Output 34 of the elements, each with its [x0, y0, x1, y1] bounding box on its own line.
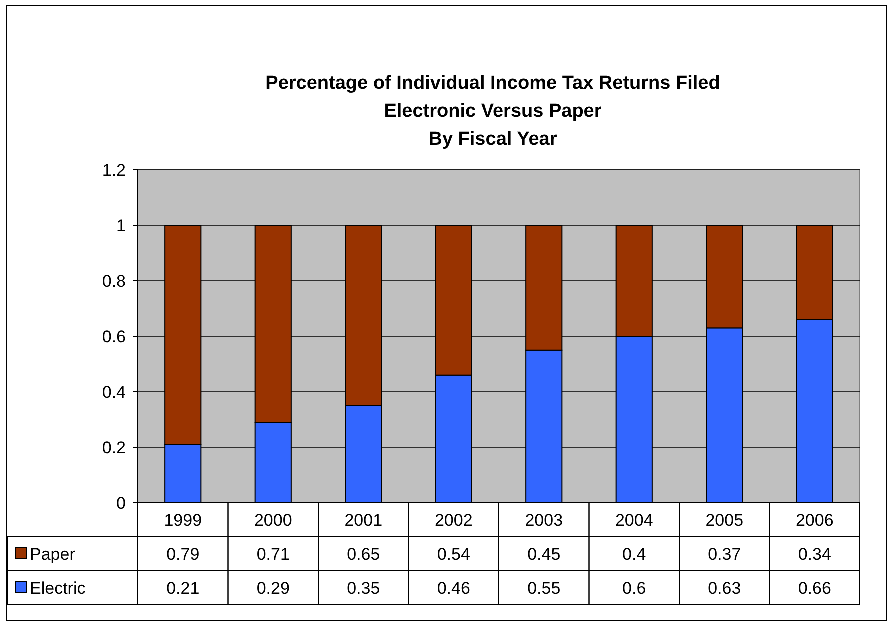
legend-label: Electric	[30, 578, 86, 598]
data-label: 0.71	[256, 544, 290, 564]
y-tick-label: 0	[116, 494, 126, 513]
data-label: 0.66	[798, 578, 832, 598]
x-tick-label: 2006	[796, 510, 834, 530]
y-tick-label: 1	[116, 216, 126, 236]
x-tick-label: 2004	[615, 510, 654, 530]
legend-label: Paper	[30, 544, 76, 564]
data-label: 0.21	[166, 578, 200, 598]
x-tick-label: 1999	[164, 510, 202, 530]
y-tick-label: 0.6	[102, 327, 126, 346]
data-label: 0.34	[798, 544, 832, 564]
x-tick-label: 2005	[706, 510, 744, 530]
y-tick-label: 1.2	[102, 160, 126, 180]
chart-title: Percentage of Individual Income Tax Returns Filed Electronic Versus Paper By Fiscal Year	[266, 73, 720, 150]
data-label: 0.37	[708, 544, 742, 564]
y-tick-label: 0.2	[102, 438, 126, 458]
x-tick-label: 2003	[525, 510, 564, 530]
data-label: 0.55	[528, 578, 561, 598]
x-tick-label: 2001	[344, 510, 383, 530]
data-label: 0.63	[708, 578, 742, 598]
x-tick-label: 2002	[434, 510, 473, 530]
data-label: 0.79	[166, 544, 200, 564]
data-label: 0.45	[528, 544, 561, 564]
data-label: 0.29	[256, 578, 290, 598]
y-tick-label: 0.8	[102, 272, 126, 291]
data-label: 0.65	[347, 544, 380, 564]
data-label: 0.46	[437, 578, 470, 598]
data-label: 0.35	[347, 578, 380, 598]
x-tick-label: 2000	[254, 510, 292, 530]
y-tick-label: 0.4	[102, 382, 126, 402]
data-label: 0.6	[622, 578, 646, 598]
data-label: 0.54	[437, 544, 470, 564]
data-label: 0.4	[622, 544, 646, 564]
